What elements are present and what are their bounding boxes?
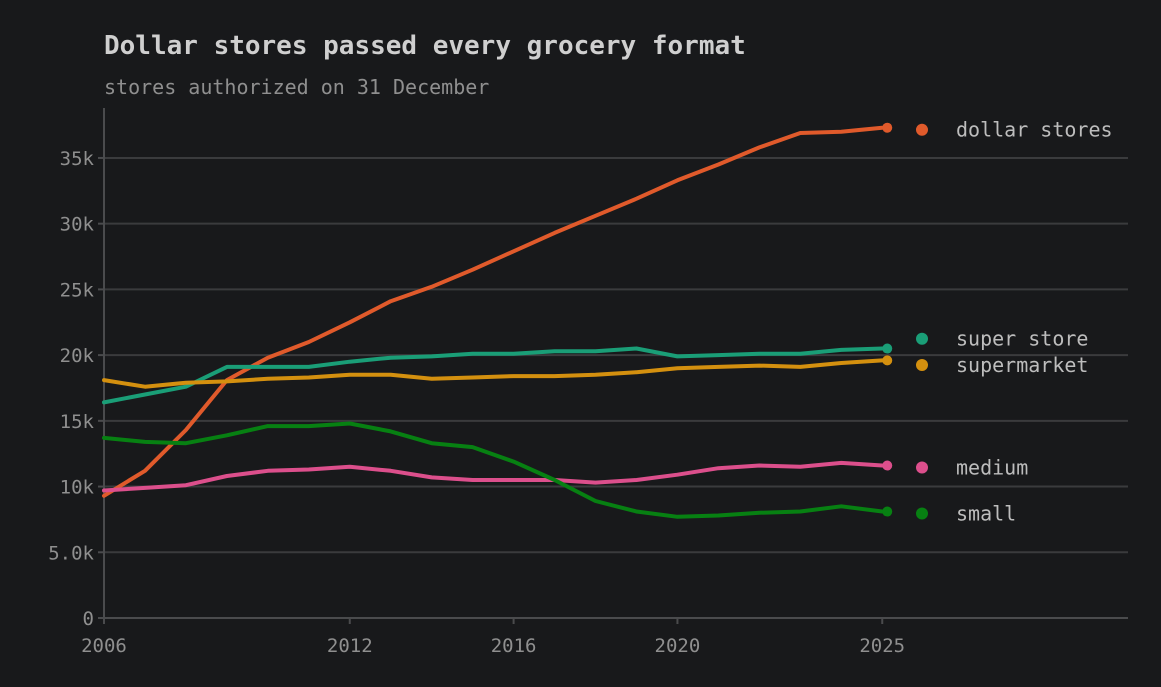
legend-swatch-medium: [916, 461, 928, 474]
x-tick-label: 2016: [491, 635, 537, 657]
x-tick-label: 2020: [655, 635, 701, 657]
chart-title: Dollar stores passed every grocery forma…: [104, 31, 746, 61]
series-end-point-super-store: [882, 343, 893, 354]
series-line-small: [102, 421, 885, 519]
legend-swatch-small: [916, 507, 928, 520]
legend-swatch-super-store: [916, 332, 928, 345]
legend-label-supermarket: supermarket: [956, 353, 1088, 377]
series-line-medium: [102, 460, 885, 493]
series-end-point-small: [882, 506, 893, 517]
series-end-point-dollar-stores: [882, 122, 893, 133]
y-tick-label: 30k: [60, 214, 95, 236]
y-tick-label: 0: [83, 608, 94, 630]
series-end-point-medium: [882, 460, 893, 471]
axes: 0 5.0k 10k 15k 20k 25k 30k 35k 2006 2012 2016 2020 2…: [48, 108, 1128, 657]
y-tick-label: 5.0k: [48, 542, 94, 564]
y-tick-label: 15k: [60, 411, 95, 433]
legend-label-small: small: [956, 502, 1016, 526]
y-tick-label: 20k: [60, 345, 95, 367]
x-tick-label: 2006: [81, 635, 127, 657]
series-lines: [102, 122, 893, 519]
x-tick-label: 2025: [859, 635, 905, 657]
legend-swatch-supermarket: [916, 359, 928, 371]
series-line-supermarket: [102, 358, 885, 389]
series-line-dollar-stores: [102, 125, 885, 498]
series-line-super-store: [102, 346, 885, 405]
y-tick-label: 10k: [60, 477, 95, 499]
legend-swatch-dollar-stores: [916, 123, 928, 136]
legend-label-medium: medium: [956, 456, 1028, 480]
y-tick-label: 35k: [60, 148, 95, 170]
series-end-point-supermarket: [882, 355, 893, 366]
legend-label-super-store: super store: [956, 327, 1088, 351]
legend-label-dollar-stores: dollar stores: [956, 118, 1113, 142]
y-tick-label: 25k: [60, 279, 95, 301]
chart-subtitle: stores authorized on 31 December: [104, 75, 489, 99]
x-tick-label: 2012: [327, 635, 373, 657]
